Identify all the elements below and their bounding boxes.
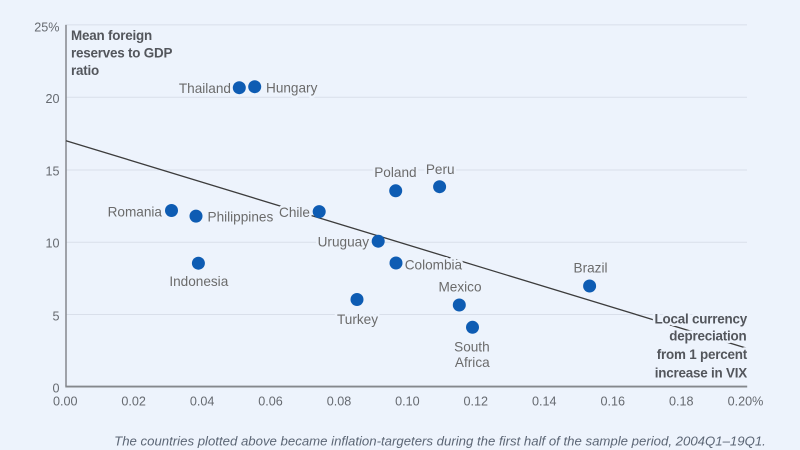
svg-text:South: South [454, 340, 490, 355]
svg-text:Uruguay: Uruguay [318, 235, 370, 250]
svg-text:Hungary: Hungary [266, 81, 318, 96]
svg-text:Local currency: Local currency [655, 312, 748, 327]
svg-text:Africa: Africa [455, 355, 490, 370]
svg-text:Poland: Poland [374, 165, 416, 180]
svg-text:increase in VIX: increase in VIX [655, 365, 748, 380]
svg-text:0.16: 0.16 [600, 395, 625, 409]
svg-text:Romania: Romania [108, 205, 163, 220]
svg-text:Chile: Chile [279, 205, 310, 220]
svg-text:Indonesia: Indonesia [169, 274, 228, 289]
svg-text:Turkey: Turkey [337, 312, 378, 327]
svg-text:from 1 percent: from 1 percent [657, 347, 748, 362]
svg-text:0.06: 0.06 [258, 395, 283, 409]
svg-text:Mean foreign: Mean foreign [71, 28, 152, 43]
svg-text:Peru: Peru [426, 162, 455, 177]
svg-text:Mexico: Mexico [438, 280, 481, 295]
svg-text:5: 5 [52, 310, 59, 324]
svg-text:reserves to GDP: reserves to GDP [71, 46, 172, 61]
svg-text:0: 0 [52, 381, 59, 395]
svg-text:Philippines: Philippines [208, 210, 274, 225]
svg-text:Colombia: Colombia [405, 258, 463, 273]
svg-text:0.00: 0.00 [53, 395, 78, 409]
svg-text:0.08: 0.08 [327, 395, 352, 409]
svg-text:0.04: 0.04 [190, 395, 215, 409]
svg-text:depreciation: depreciation [669, 329, 746, 344]
svg-text:0.02: 0.02 [121, 395, 146, 409]
svg-text:0.12: 0.12 [464, 395, 489, 409]
svg-text:The countries plotted above be: The countries plotted above became infla… [114, 434, 766, 449]
svg-text:ratio: ratio [71, 63, 99, 78]
svg-text:0.10: 0.10 [395, 395, 420, 409]
svg-text:20: 20 [45, 92, 59, 106]
svg-text:Thailand: Thailand [179, 81, 231, 96]
svg-text:0.20%: 0.20% [728, 395, 764, 409]
svg-text:25%: 25% [34, 21, 59, 35]
svg-text:0.18: 0.18 [669, 395, 694, 409]
svg-text:0.14: 0.14 [532, 395, 557, 409]
svg-text:10: 10 [45, 237, 59, 251]
svg-text:Brazil: Brazil [574, 261, 608, 276]
svg-text:15: 15 [45, 165, 59, 179]
